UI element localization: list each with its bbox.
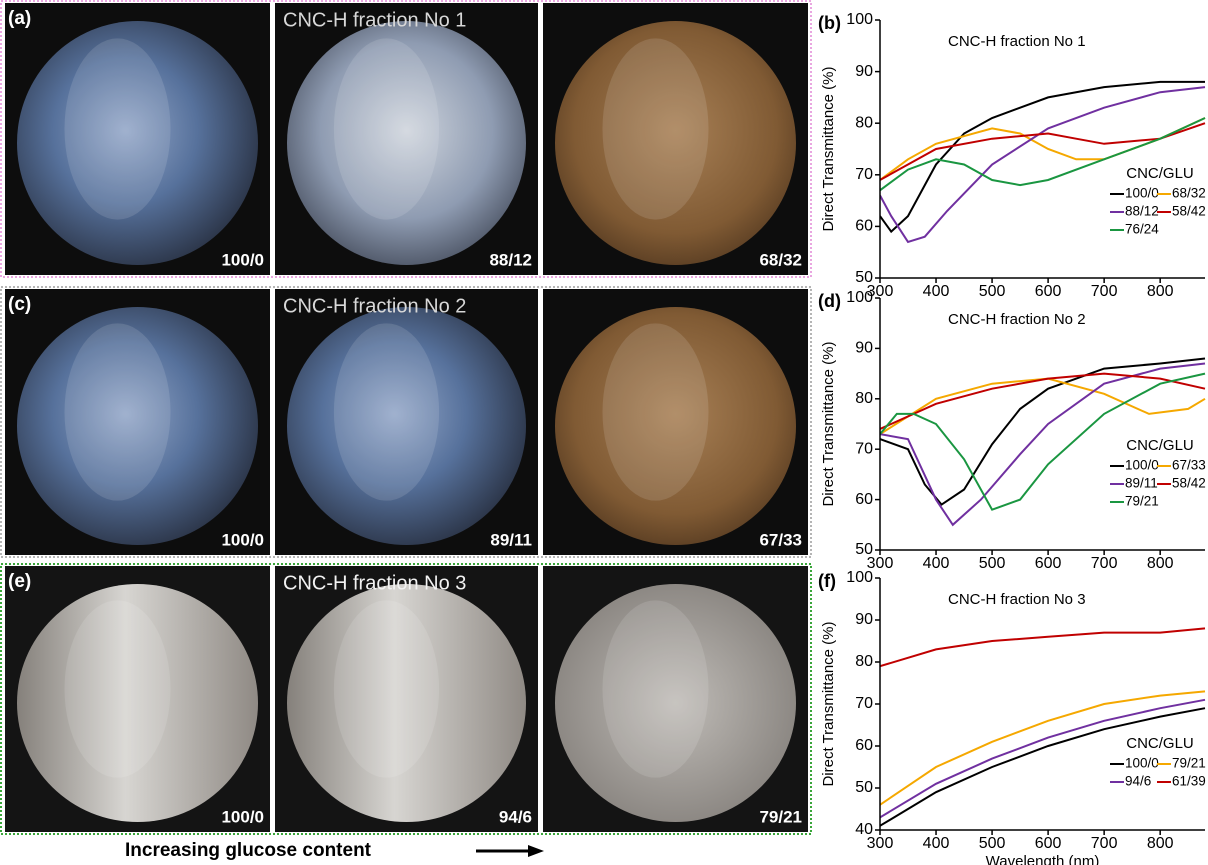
ratio-label: 88/12 [489, 250, 532, 269]
y-tick-label: 100 [846, 569, 873, 586]
legend-title: CNC/GLU [1126, 165, 1194, 182]
caption: Increasing glucose content [125, 840, 372, 861]
panel-label: (b) [818, 13, 841, 33]
legend-label: 58/42 [1172, 476, 1206, 491]
y-tick-label: 50 [855, 779, 873, 796]
x-tick-label: 600 [1035, 555, 1062, 572]
legend-label: 100/0 [1125, 756, 1159, 771]
y-axis-label: Direct Transmittance (%) [820, 66, 837, 231]
film-sheen [603, 38, 709, 219]
legend-title: CNC/GLU [1126, 437, 1194, 454]
legend-label: 89/11 [1125, 476, 1158, 491]
y-tick-label: 70 [855, 166, 873, 183]
series-line [880, 628, 1205, 666]
legend-label: 79/21 [1172, 756, 1206, 771]
film-sheen [65, 38, 171, 219]
x-tick-label: 600 [1035, 835, 1062, 852]
x-axis-label: Wavelength (nm) [986, 853, 1100, 865]
x-tick-label: 500 [979, 835, 1006, 852]
legend-label: 100/0 [1125, 186, 1159, 201]
ratio-label: 100/0 [221, 250, 264, 269]
film-sheen [65, 600, 171, 777]
film-sheen [334, 323, 439, 500]
caption-arrow-head [528, 845, 544, 857]
photo-title: CNC-H fraction No 3 [283, 572, 466, 594]
y-tick-label: 80 [855, 653, 873, 670]
figure: 100/0 88/12 68/32 (a) CNC-H fraction No 1 100… [0, 0, 1208, 865]
x-tick-label: 700 [1091, 555, 1118, 572]
legend-label: 88/12 [1125, 204, 1159, 219]
x-tick-label: 500 [979, 283, 1006, 300]
y-axis-label: Direct Transmittance (%) [820, 341, 837, 506]
photo-title: CNC-H fraction No 1 [283, 9, 466, 31]
page: {"photo_rows": [ {"panel_label": "(a)", … [0, 0, 1208, 865]
ratio-label: 89/11 [490, 530, 532, 549]
legend-label: 100/0 [1125, 458, 1159, 473]
y-tick-label: 70 [855, 695, 873, 712]
panel-label: (c) [8, 294, 31, 315]
x-tick-label: 400 [923, 555, 950, 572]
panel-label: (a) [8, 8, 31, 29]
x-tick-label: 800 [1147, 283, 1174, 300]
panel-label: (d) [818, 291, 841, 311]
y-tick-label: 90 [855, 63, 873, 80]
ratio-label: 67/33 [759, 530, 802, 549]
y-tick-label: 100 [846, 289, 873, 306]
chart-title: CNC-H fraction No 2 [948, 311, 1086, 328]
film-sheen [65, 323, 171, 500]
y-tick-label: 80 [855, 114, 873, 131]
chart-area: 50 60 70 80 90 100 300 400 500 600 700 800 CNC-H fra… [818, 11, 1206, 865]
y-tick-label: 100 [846, 11, 873, 28]
legend-label: 67/33 [1172, 458, 1206, 473]
y-tick-label: 90 [855, 611, 873, 628]
y-tick-label: 60 [855, 218, 873, 235]
photo-area: 100/0 88/12 68/32 (a) CNC-H fraction No 1 100… [1, 1, 811, 834]
y-tick-label: 80 [855, 390, 873, 407]
ratio-label: 100/0 [221, 530, 264, 549]
film-sheen [334, 38, 439, 219]
x-tick-label: 400 [923, 835, 950, 852]
legend-label: 61/39 [1172, 774, 1206, 789]
y-tick-label: 60 [855, 737, 873, 754]
ratio-label: 100/0 [221, 807, 264, 826]
film-sheen [603, 600, 709, 777]
x-tick-label: 800 [1147, 555, 1174, 572]
x-tick-label: 700 [1091, 835, 1118, 852]
ratio-label: 94/6 [499, 807, 532, 826]
chart-title: CNC-H fraction No 1 [948, 33, 1086, 50]
x-tick-label: 700 [1091, 283, 1118, 300]
panel-label: (f) [818, 571, 836, 591]
y-tick-label: 90 [855, 340, 873, 357]
ratio-label: 68/32 [759, 250, 802, 269]
x-tick-label: 800 [1147, 835, 1174, 852]
x-tick-label: 400 [923, 283, 950, 300]
legend-title: CNC/GLU [1126, 735, 1194, 752]
x-tick-label: 500 [979, 555, 1006, 572]
y-tick-label: 70 [855, 440, 873, 457]
chart-title: CNC-H fraction No 3 [948, 591, 1086, 608]
legend-label: 68/32 [1172, 186, 1206, 201]
film-sheen [334, 600, 439, 777]
film-sheen [603, 323, 709, 500]
legend-label: 58/42 [1172, 204, 1206, 219]
x-tick-label: 600 [1035, 283, 1062, 300]
photo-title: CNC-H fraction No 2 [283, 295, 466, 317]
legend-label: 79/21 [1125, 494, 1159, 509]
y-axis-label: Direct Transmittance (%) [820, 621, 837, 786]
ratio-label: 79/21 [759, 807, 802, 826]
panel-label: (e) [8, 571, 31, 592]
x-tick-label: 300 [867, 835, 894, 852]
legend-label: 94/6 [1125, 774, 1151, 789]
legend-label: 76/24 [1125, 222, 1159, 237]
y-tick-label: 60 [855, 491, 873, 508]
